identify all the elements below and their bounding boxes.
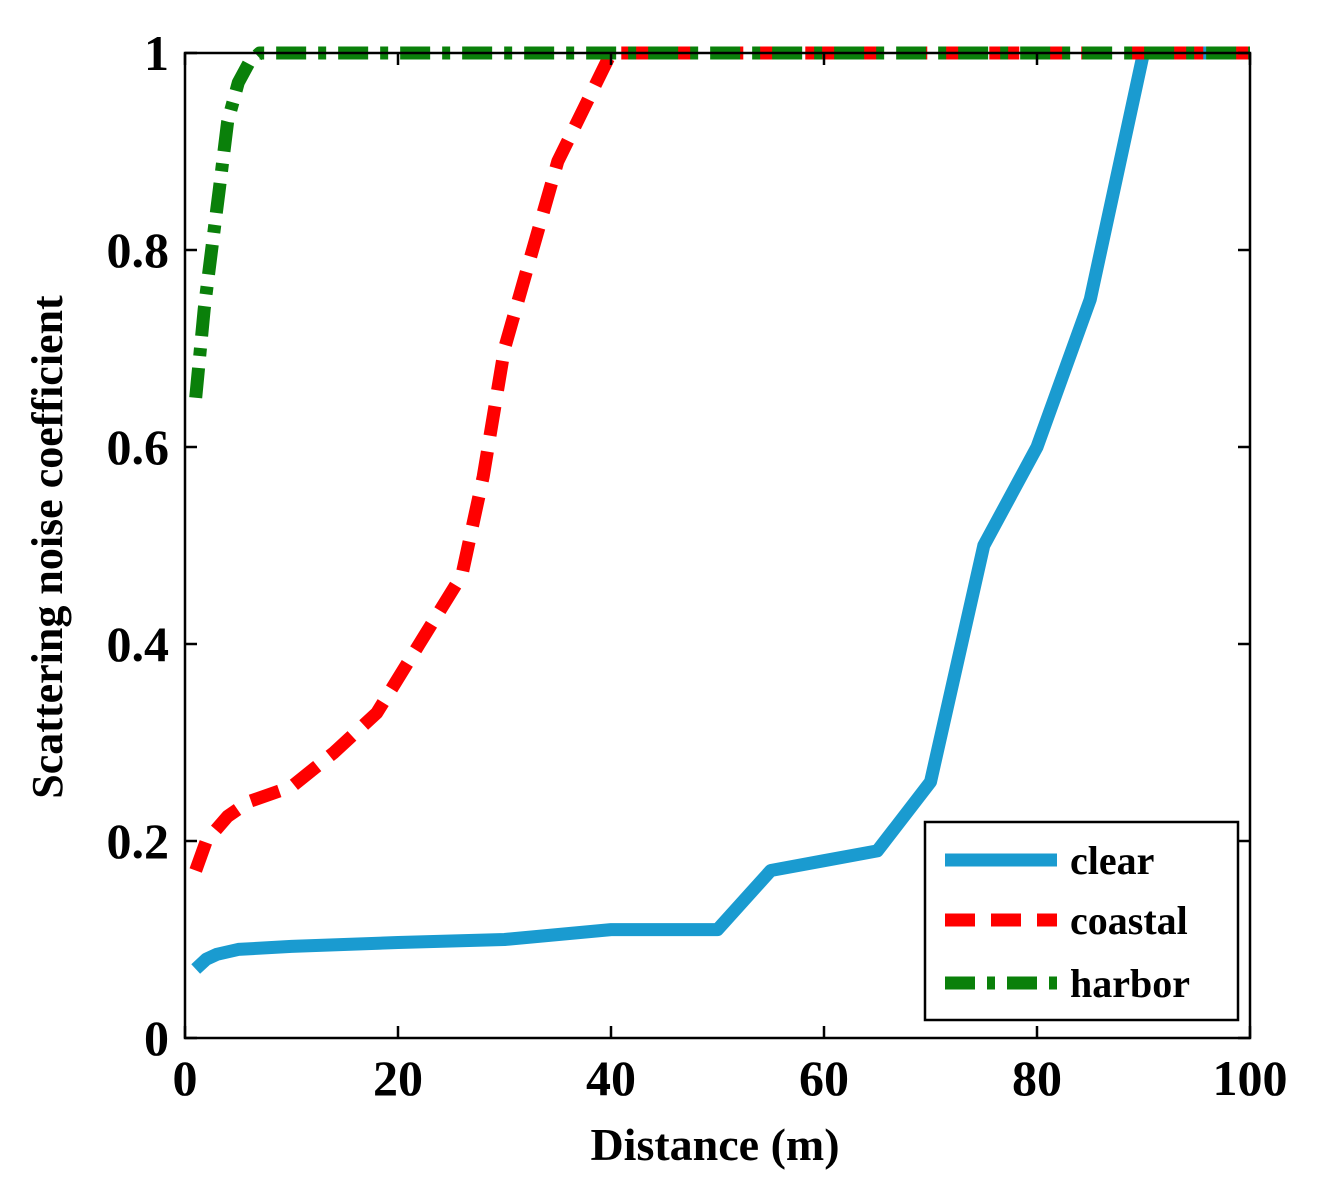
series-layer — [189, 46, 1250, 974]
y-tick-label: 1 — [144, 25, 169, 81]
legend: clear coastal harbor — [923, 820, 1240, 1022]
x-tick-label: 0 — [173, 1050, 198, 1106]
y-axis-label: Scattering noise coefficient — [23, 295, 72, 799]
series-line-coastal — [189, 46, 1250, 873]
series-line-clear — [191, 46, 1250, 974]
plot-frame — [183, 51, 1252, 1040]
x-tick-label: 40 — [586, 1050, 636, 1106]
legend-label-coastal: coastal — [1070, 898, 1188, 943]
x-tick-label: 100 — [1213, 1050, 1288, 1106]
x-axis-label: Distance (m) — [590, 1119, 839, 1170]
y-tick-label: 0.4 — [107, 616, 170, 672]
axes-frame — [183, 51, 1252, 1040]
y-tick-label: 0.2 — [107, 813, 170, 869]
x-tick-label: 20 — [373, 1050, 423, 1106]
legend-label-clear: clear — [1070, 838, 1154, 883]
y-tick-label: 0.6 — [107, 419, 170, 475]
axis-ticks: 0 20 40 60 80 100 0 0.2 0.4 0.6 0.8 1 — [107, 25, 1288, 1106]
legend-label-harbor: harbor — [1070, 961, 1190, 1006]
x-tick-label: 80 — [1012, 1050, 1062, 1106]
y-tick-label: 0 — [144, 1010, 169, 1066]
x-tick-label: 60 — [799, 1050, 849, 1106]
y-tick-label: 0.8 — [107, 222, 170, 278]
series-line-harbor — [189, 46, 1250, 399]
